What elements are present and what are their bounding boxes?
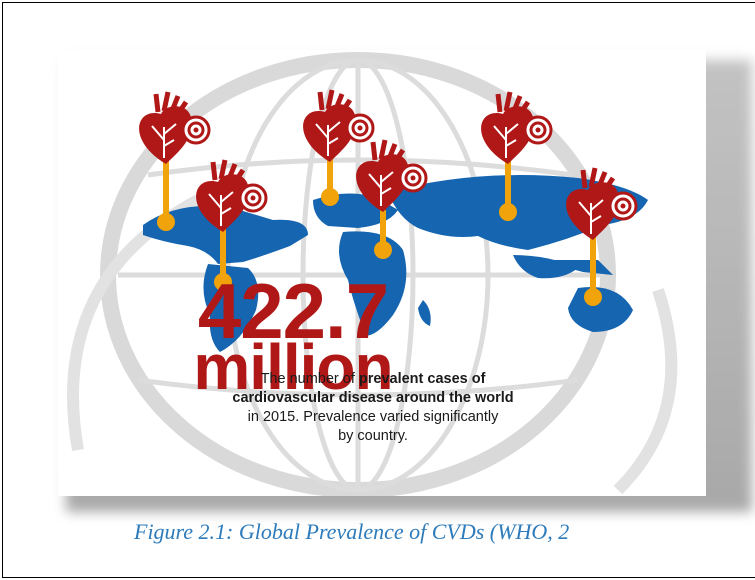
figure-caption: Figure 2.1: Global Prevalence of CVDs (W… xyxy=(134,519,570,544)
heart-pin-icon xyxy=(139,91,211,164)
heart-pin-icon xyxy=(356,139,428,212)
headline-unit: million xyxy=(193,331,393,403)
heart-pin-icon xyxy=(196,159,268,232)
description-text: The number of xyxy=(260,371,359,387)
description-text: by country. xyxy=(338,428,408,444)
infographic-description: The number of prevalent cases of cardiov… xyxy=(218,370,528,446)
heart-pin-icon xyxy=(481,91,553,164)
description-text: in 2015. Prevalence varied significantly xyxy=(247,409,499,425)
cvd-infographic: 422.7 million The number of prevalent ca… xyxy=(58,50,706,496)
world-globe-illustration xyxy=(67,52,678,496)
description-bold: prevalent cases of xyxy=(358,371,486,387)
heart-pin-icon xyxy=(303,89,375,162)
headline-number: 422.7 xyxy=(197,267,389,355)
heart-pin-icon xyxy=(566,167,638,240)
description-bold: cardiovascular disease around the world xyxy=(232,390,514,406)
